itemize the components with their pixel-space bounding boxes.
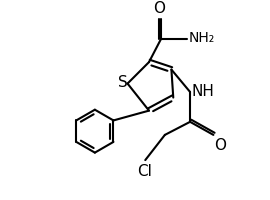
Text: NH: NH	[191, 84, 214, 99]
Text: O: O	[153, 1, 165, 16]
Text: S: S	[118, 75, 128, 90]
Text: NH₂: NH₂	[188, 31, 214, 45]
Text: Cl: Cl	[137, 164, 152, 179]
Text: O: O	[214, 138, 226, 153]
